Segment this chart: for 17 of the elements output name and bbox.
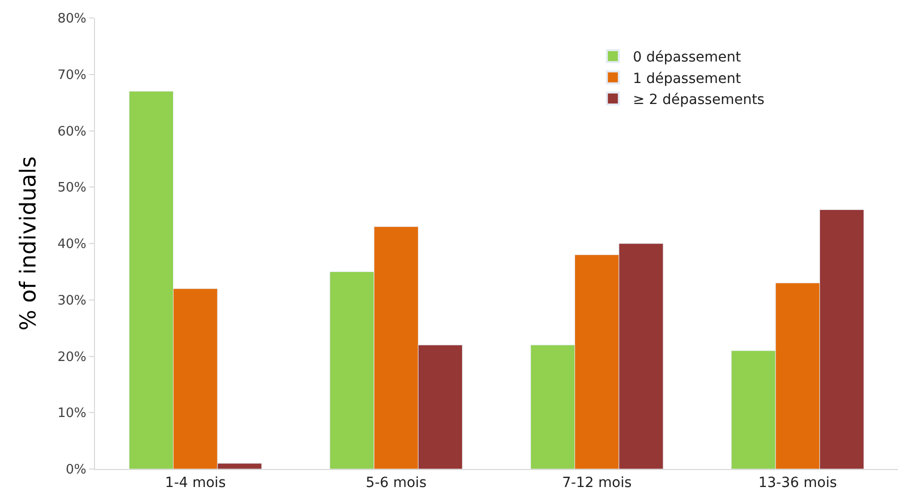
y-tick-label: 80% [57,12,86,27]
y-tick-label: 70% [57,68,86,83]
y-tick-label: 30% [57,293,86,308]
y-tick-label: 20% [57,350,86,365]
legend-label: 1 dépassement [632,70,742,87]
y-tick-label: 0% [66,462,86,478]
x-tick-label: 7-12 mois [562,474,632,491]
y-tick-label: 40% [57,237,86,252]
y-tick-label: 60% [57,124,86,140]
legend-label: ≥ 2 dépassements [632,92,764,108]
legend-label: 0 dépassement [632,50,742,66]
x-tick-label: 13-36 mois [758,474,837,491]
y-axis-title: % of individuals [16,156,42,331]
x-tick-label: 1-4 mois [165,474,226,491]
y-tick-label: 10% [57,406,86,422]
x-tick-label: 5-6 mois [366,474,426,491]
y-tick-label: 50% [57,180,86,196]
